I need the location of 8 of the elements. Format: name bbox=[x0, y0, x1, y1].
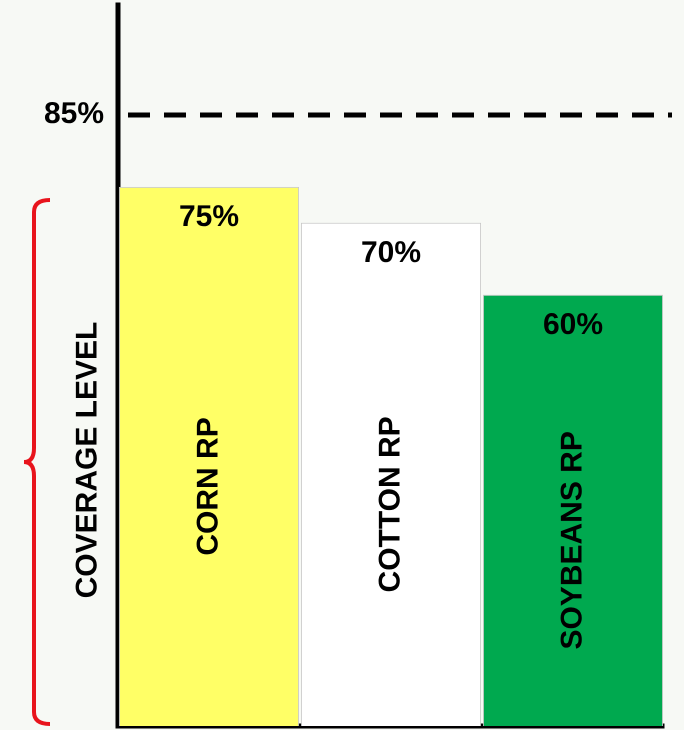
data-label: 70% bbox=[360, 236, 422, 270]
x-tick-label: COTTON RP bbox=[373, 416, 406, 592]
y-axis-title: COVERAGE LEVEL bbox=[70, 322, 104, 598]
x-tick-label: CORN RP bbox=[191, 417, 224, 556]
data-label: 60% bbox=[542, 308, 604, 341]
data-label: 75% bbox=[178, 200, 240, 234]
x-tick-label: SOYBEANS RP bbox=[555, 431, 588, 650]
ref-line-label: 85% bbox=[44, 97, 104, 130]
